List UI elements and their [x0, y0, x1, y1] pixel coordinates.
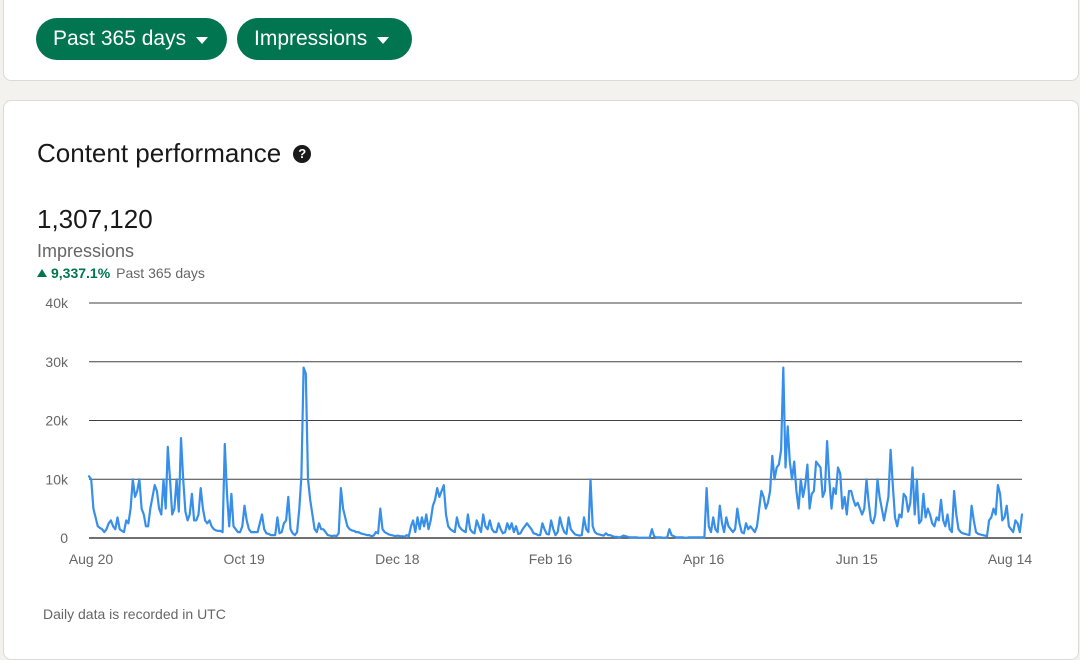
- y-tick-label: 30k: [45, 354, 69, 370]
- metric-dropdown[interactable]: Impressions: [237, 18, 412, 60]
- change-indicator: 9,337.1% Past 365 days: [37, 265, 205, 281]
- change-period: Past 365 days: [116, 265, 205, 281]
- section-title: Content performance ?: [37, 138, 312, 169]
- impressions-total: 1,307,120: [37, 204, 153, 234]
- x-tick-label: Aug 14: [988, 551, 1033, 567]
- y-tick-label: 40k: [45, 295, 69, 311]
- date-range-dropdown[interactable]: Past 365 days: [36, 18, 227, 60]
- caret-down-icon: [196, 36, 209, 44]
- x-tick-label: Aug 20: [69, 551, 114, 567]
- x-tick-label: Dec 18: [375, 551, 420, 567]
- section-title-text: Content performance: [37, 138, 282, 168]
- y-tick-label: 20k: [45, 413, 69, 429]
- caret-down-icon: [377, 36, 390, 44]
- x-tick-label: Jun 15: [836, 551, 878, 567]
- x-tick-label: Apr 16: [683, 551, 724, 567]
- change-percent: 9,337.1%: [51, 265, 111, 281]
- utc-footnote: Daily data is recorded in UTC: [43, 606, 226, 622]
- y-tick-label: 0: [60, 530, 68, 546]
- date-range-label: Past 365 days: [53, 27, 187, 50]
- metric-dropdown-label: Impressions: [254, 27, 368, 50]
- x-tick-label: Oct 19: [224, 551, 265, 567]
- impressions-series-line: [87, 366, 1024, 539]
- x-tick-label: Feb 16: [529, 551, 573, 567]
- y-tick-label: 10k: [45, 471, 69, 487]
- content-performance-card: Content performance ? 1,307,120 Impressi…: [3, 100, 1079, 660]
- filter-bar: Past 365 days Impressions: [3, 0, 1079, 81]
- metric-label: Impressions: [37, 241, 135, 261]
- question-circle-icon[interactable]: ?: [293, 144, 312, 163]
- triangle-up-icon: [37, 269, 47, 277]
